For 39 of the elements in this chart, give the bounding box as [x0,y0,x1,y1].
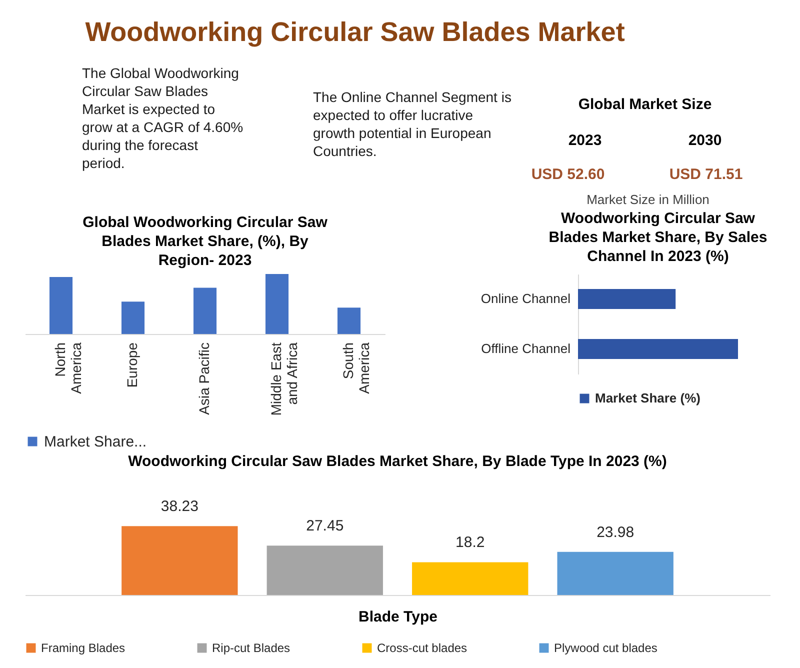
text: The Online Channel Segment is expected to offer lucrative growth potential in European Countries. [313,89,512,159]
legend-label: Market Share (%) [595,390,700,406]
legend-label: Cross-cut blades [377,641,468,655]
text: 2030 [688,132,722,149]
data-label: 27.45 [306,518,344,535]
legend-label: Framing Blades [41,641,126,655]
bar [193,288,217,334]
text: Market Size in Million [586,192,710,207]
bar [121,302,145,334]
legend-label: Rip-cut Blades [212,641,290,655]
text: Global Market Size [578,96,712,113]
text: The Global Woodworking Circular Saw Blades Market is expected to grow at a CAGR of 4.60% during the forecast period. [82,65,244,171]
x-axis-title: Blade Type [358,608,438,626]
x-tick-label: Middle East and Africa [268,342,300,416]
x-tick-label: South America [340,342,372,394]
legend-label: Plywood cut blades [554,641,658,655]
chart-title: Global Woodworking Circular Saw Blades Market Share, (%), By Region- 2023 [82,214,328,269]
y-tick-label: Online Channel [480,291,571,306]
bar [266,546,383,595]
chart-title: Woodworking Circular Saw Blades Market Share, By Blade Type In 2023 (%) [128,453,667,470]
x-tick-label: Asia Pacific [196,342,212,415]
text: Woodworking Circular Saw Blades Market [85,17,625,47]
y-tick-label: Offline Channel [481,341,571,356]
chart-title: Woodworking Circular Saw Blades Market Share, By Sales Channel In 2023 (%) [548,210,768,265]
text: USD 52.60 [531,166,605,183]
x-tick-label: Europe [124,342,140,388]
legend-label: Market Share... [44,434,147,450]
bar [337,308,361,334]
text: USD 71.51 [669,166,743,183]
bar [122,526,238,595]
x-tick-label: North America [52,342,84,394]
bar [49,277,73,334]
data-label: 23.98 [596,524,634,541]
bar [412,562,528,595]
bar [265,274,289,334]
bar [557,552,674,595]
text: 2023 [568,132,602,149]
data-label: 38.23 [160,498,198,516]
data-label: 18.2 [456,534,485,552]
